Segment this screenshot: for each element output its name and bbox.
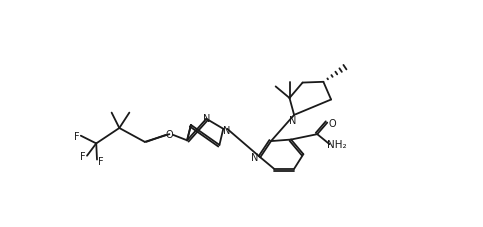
Text: N: N — [289, 115, 296, 125]
Text: N: N — [251, 153, 258, 163]
Text: NH₂: NH₂ — [327, 140, 347, 150]
Text: N: N — [223, 125, 230, 135]
Text: F: F — [74, 131, 80, 141]
Text: N: N — [203, 114, 210, 123]
Text: F: F — [98, 156, 104, 166]
Text: O: O — [328, 118, 336, 128]
Text: O: O — [166, 130, 173, 140]
Text: F: F — [80, 151, 86, 161]
